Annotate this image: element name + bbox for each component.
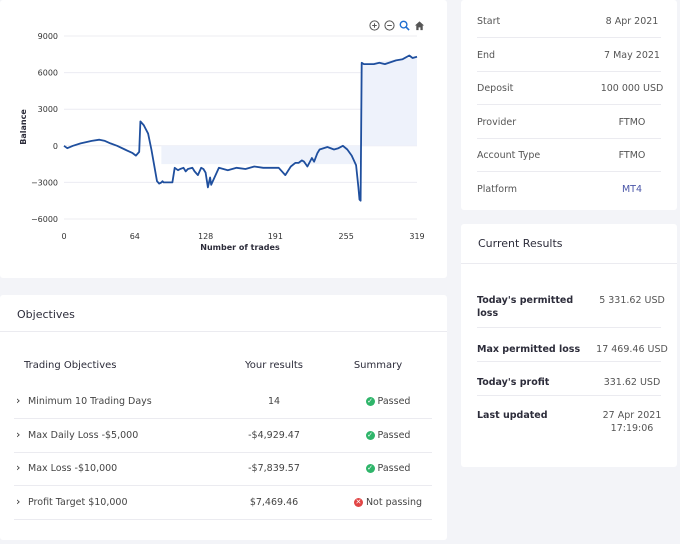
result-key: Max permitted loss [477,344,581,355]
result-row-last-updated: Last updated 27 Apr 2021 17:19:06 [477,396,661,446]
account-row-platform: Platform MT4 [477,172,661,205]
result-row-max-permitted-loss: Max permitted loss 17 469.46 USD [477,328,668,362]
account-row-start: Start 8 Apr 2021 [477,4,661,38]
x-tick-label: 64 [130,232,140,241]
objective-summary-text: Passed [377,430,411,441]
zoom-select-icon[interactable] [398,19,411,32]
objective-name: Max Loss -$10,000 [28,463,118,474]
objectives-title: Objectives [17,308,75,321]
result-row-todays-profit: Today's profit 331.62 USD [477,362,661,396]
result-key: Today's permitted loss [477,295,574,319]
objective-result: $7,469.46 [249,497,299,508]
balance-chart-card: 9000 6000 3000 0 −3000 −6000 0 64 128 191 255 319 … [0,0,447,278]
objective-summary: ✓ Passed [338,430,438,441]
platform-link[interactable]: MT4 [621,184,643,195]
account-key: Platform [477,184,518,195]
x-axis-label: Number of trades [200,243,280,252]
y-tick-label: −6000 [31,215,58,224]
last-updated-date: 27 Apr 2021 [602,410,662,421]
account-row-deposit: Deposit 100 000 USD [477,71,663,105]
y-tick-label: 3000 [38,105,58,114]
objective-result: -$4,929.47 [248,430,300,441]
x-tick-label: 0 [61,232,66,241]
objective-row-trading-days[interactable]: › Minimum 10 Trading Days 14 ✓ Passed [14,385,432,419]
zoom-out-icon[interactable] [383,19,396,32]
objective-summary-text: Passed [377,463,411,474]
results-divider [461,263,677,264]
y-tick-label: −3000 [31,178,58,187]
chevron-right-icon[interactable]: › [16,394,21,407]
y-axis-label: Balance [19,109,28,145]
account-row-end: End 7 May 2021 [477,38,661,72]
x-tick-label: 191 [268,232,283,241]
chart-toolbar [368,19,426,32]
check-circle-icon: ✓ [365,464,375,473]
account-value: 7 May 2021 [604,50,660,61]
balance-area-upper [360,56,417,146]
objective-row-profit-target[interactable]: › Profit Target $10,000 $7,469.46 ✕ Not … [14,486,432,520]
account-key: Start [477,16,501,27]
check-circle-icon: ✓ [365,431,375,440]
account-key: Provider [477,117,517,128]
chevron-right-icon[interactable]: › [16,461,21,474]
objective-result: -$7,839.57 [248,463,300,474]
objectives-header-summary: Summary [353,360,403,371]
account-value: 100 000 USD [600,83,664,94]
objectives-divider [0,331,447,332]
last-updated-time: 17:19:06 [610,423,654,434]
y-tick-label: 9000 [38,32,58,41]
account-row-provider: Provider FTMO [477,105,661,139]
objective-row-max-daily-loss[interactable]: › Max Daily Loss -$5,000 -$4,929.47 ✓ Pa… [14,419,432,453]
balance-line [63,54,418,202]
current-results-card: Current Results Today's permitted loss 5… [461,224,677,467]
objectives-header-name: Trading Objectives [24,360,117,371]
check-circle-icon: ✓ [365,397,375,406]
current-results-title: Current Results [478,237,563,250]
objective-summary-text: Passed [377,396,411,407]
chevron-right-icon[interactable]: › [16,428,21,441]
x-circle-icon: ✕ [353,498,363,507]
objective-name: Minimum 10 Trading Days [28,396,152,407]
objective-summary: ✓ Passed [338,463,438,474]
account-row-account-type: Account Type FTMO [477,138,661,172]
objective-row-max-loss[interactable]: › Max Loss -$10,000 -$7,839.57 ✓ Passed [14,452,432,486]
objectives-header-results: Your results [244,360,304,371]
account-key: End [477,50,496,61]
chevron-right-icon[interactable]: › [16,495,21,508]
y-tick-label: 6000 [38,69,58,78]
x-tick-label: 255 [339,232,354,241]
result-key: Last updated [477,410,548,421]
account-value: FTMO [618,117,646,128]
objective-summary: ✓ Passed [338,396,438,407]
account-value: FTMO [618,150,646,161]
reset-home-icon[interactable] [413,19,426,32]
x-tick-label: 128 [198,232,213,241]
objective-summary: ✕ Not passing [338,497,438,508]
objective-summary-text: Not passing [365,497,423,508]
result-value: 331.62 USD [603,377,661,388]
y-tick-label: 0 [53,142,58,151]
result-key: Today's profit [477,377,550,388]
x-tick-label: 319 [409,232,424,241]
result-value: 17 469.46 USD [596,344,668,355]
account-key: Deposit [477,83,514,94]
account-value: 8 Apr 2021 [605,16,659,27]
objectives-card: Objectives [0,295,447,540]
objective-name: Max Daily Loss -$5,000 [28,430,139,441]
objective-name: Profit Target $10,000 [28,497,128,508]
result-value: 5 331.62 USD [599,295,665,306]
result-row-todays-permitted-loss: Today's permitted loss 5 331.62 USD [477,288,665,328]
account-info-card: Start 8 Apr 2021 End 7 May 2021 Deposit … [461,0,677,210]
zoom-in-icon[interactable] [368,19,381,32]
account-key: Account Type [477,150,541,161]
objective-result: 14 [267,396,281,407]
